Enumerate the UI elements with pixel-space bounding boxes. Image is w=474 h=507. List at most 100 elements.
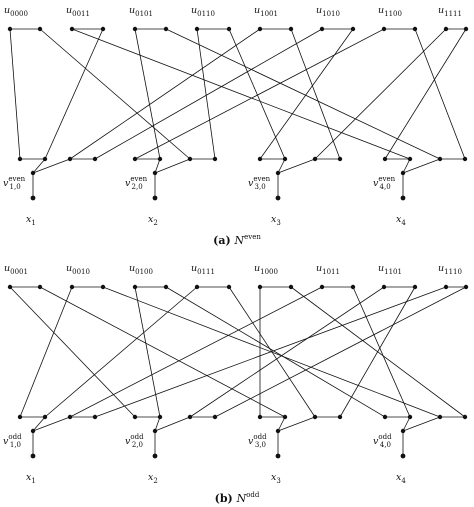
edge bbox=[94, 286, 447, 418]
edge bbox=[165, 28, 441, 160]
tree-edge bbox=[277, 158, 316, 174]
edge bbox=[39, 28, 191, 160]
mid-node bbox=[132, 414, 138, 420]
mid-node bbox=[282, 156, 288, 162]
top-label-0000: u0000 bbox=[4, 5, 28, 18]
edge bbox=[414, 28, 466, 160]
x-label-3: x3 bbox=[271, 214, 281, 227]
top-node bbox=[69, 284, 75, 290]
v-label-3: vodd 3,0 bbox=[248, 433, 267, 449]
edge bbox=[165, 286, 386, 418]
top-label-1011: u1011 bbox=[316, 263, 340, 276]
top-label-1100: u1100 bbox=[378, 5, 402, 18]
top-node bbox=[443, 26, 449, 32]
caption: (b) Nodd bbox=[215, 491, 260, 505]
v-label-4: vodd 4,0 bbox=[373, 433, 392, 449]
mid-node bbox=[257, 414, 263, 420]
x-node bbox=[275, 195, 281, 201]
edge bbox=[44, 286, 198, 418]
v-label-2: vodd 2,0 bbox=[125, 433, 144, 449]
caption: (a) Neven bbox=[213, 233, 261, 247]
tree-edge bbox=[402, 158, 441, 174]
x-node bbox=[152, 195, 158, 201]
mid-node bbox=[42, 156, 48, 162]
mid-node bbox=[42, 414, 48, 420]
edge bbox=[44, 28, 104, 160]
mid-node bbox=[132, 156, 138, 162]
v-node bbox=[30, 170, 36, 176]
mid-node bbox=[437, 156, 443, 162]
v-label-1: vodd 1,0 bbox=[3, 433, 22, 449]
top-node bbox=[319, 284, 325, 290]
mid-node bbox=[382, 414, 388, 420]
edge bbox=[384, 28, 467, 160]
mid-node bbox=[67, 414, 73, 420]
mid-node bbox=[212, 156, 218, 162]
edge bbox=[228, 28, 286, 160]
x-label-4: x4 bbox=[396, 214, 406, 227]
top-node bbox=[381, 26, 387, 32]
mid-node bbox=[92, 156, 98, 162]
v-node bbox=[400, 428, 406, 434]
top-node bbox=[257, 284, 263, 290]
mid-node bbox=[157, 414, 163, 420]
tree-edge bbox=[154, 416, 161, 432]
top-label-0110: u0110 bbox=[191, 5, 215, 18]
x-label-3: x3 bbox=[271, 472, 281, 485]
x-label-2: x2 bbox=[148, 472, 158, 485]
edge bbox=[69, 286, 323, 418]
mid-node bbox=[382, 156, 388, 162]
v-label-4: veven 4,0 bbox=[373, 175, 396, 191]
tree-edge bbox=[32, 158, 71, 174]
x-label-1: x1 bbox=[26, 214, 36, 227]
edge bbox=[9, 286, 136, 418]
top-node bbox=[163, 26, 169, 32]
x-node bbox=[30, 195, 36, 201]
v-node bbox=[275, 428, 281, 434]
tree-edge bbox=[402, 158, 411, 174]
edge bbox=[290, 28, 341, 160]
edge bbox=[314, 28, 447, 160]
top-node bbox=[132, 26, 138, 32]
top-node bbox=[37, 26, 43, 32]
edge bbox=[94, 28, 323, 160]
v-node bbox=[275, 170, 281, 176]
edge bbox=[134, 28, 385, 160]
top-node bbox=[100, 26, 106, 32]
top-node bbox=[288, 26, 294, 32]
top-node bbox=[412, 26, 418, 32]
edge bbox=[69, 28, 261, 160]
x-node bbox=[152, 453, 158, 459]
top-label-0010: u0010 bbox=[66, 263, 90, 276]
v-node bbox=[30, 428, 36, 434]
mid-node bbox=[312, 414, 318, 420]
tree-edge bbox=[32, 416, 71, 432]
x-label-4: x4 bbox=[396, 472, 406, 485]
mid-node bbox=[257, 156, 263, 162]
top-node bbox=[194, 26, 200, 32]
edge bbox=[352, 286, 411, 418]
top-node bbox=[463, 284, 469, 290]
tree-edge bbox=[154, 158, 191, 174]
x-node bbox=[400, 453, 406, 459]
top-label-0111: u0111 bbox=[191, 263, 215, 276]
top-node bbox=[257, 26, 263, 32]
tree-edge bbox=[154, 158, 161, 174]
edge bbox=[196, 28, 216, 160]
x-label-2: x2 bbox=[148, 214, 158, 227]
tree-edge bbox=[32, 416, 46, 432]
mid-node bbox=[407, 414, 413, 420]
mid-node bbox=[337, 156, 343, 162]
top-node bbox=[319, 26, 325, 32]
x-label-1: x1 bbox=[26, 472, 36, 485]
tree-edge bbox=[154, 416, 191, 432]
tree-edge bbox=[402, 416, 411, 432]
v-label-2: veven 2,0 bbox=[125, 175, 148, 191]
edge bbox=[19, 286, 73, 418]
edge bbox=[134, 28, 161, 160]
top-label-1111: u1111 bbox=[438, 5, 462, 18]
edge bbox=[214, 286, 467, 418]
tree-edge bbox=[277, 416, 316, 432]
panel-even: u0000 u0011 u0101 u0110 u1001 u1010 u1100 u1111… bbox=[3, 5, 469, 247]
top-node bbox=[226, 26, 232, 32]
